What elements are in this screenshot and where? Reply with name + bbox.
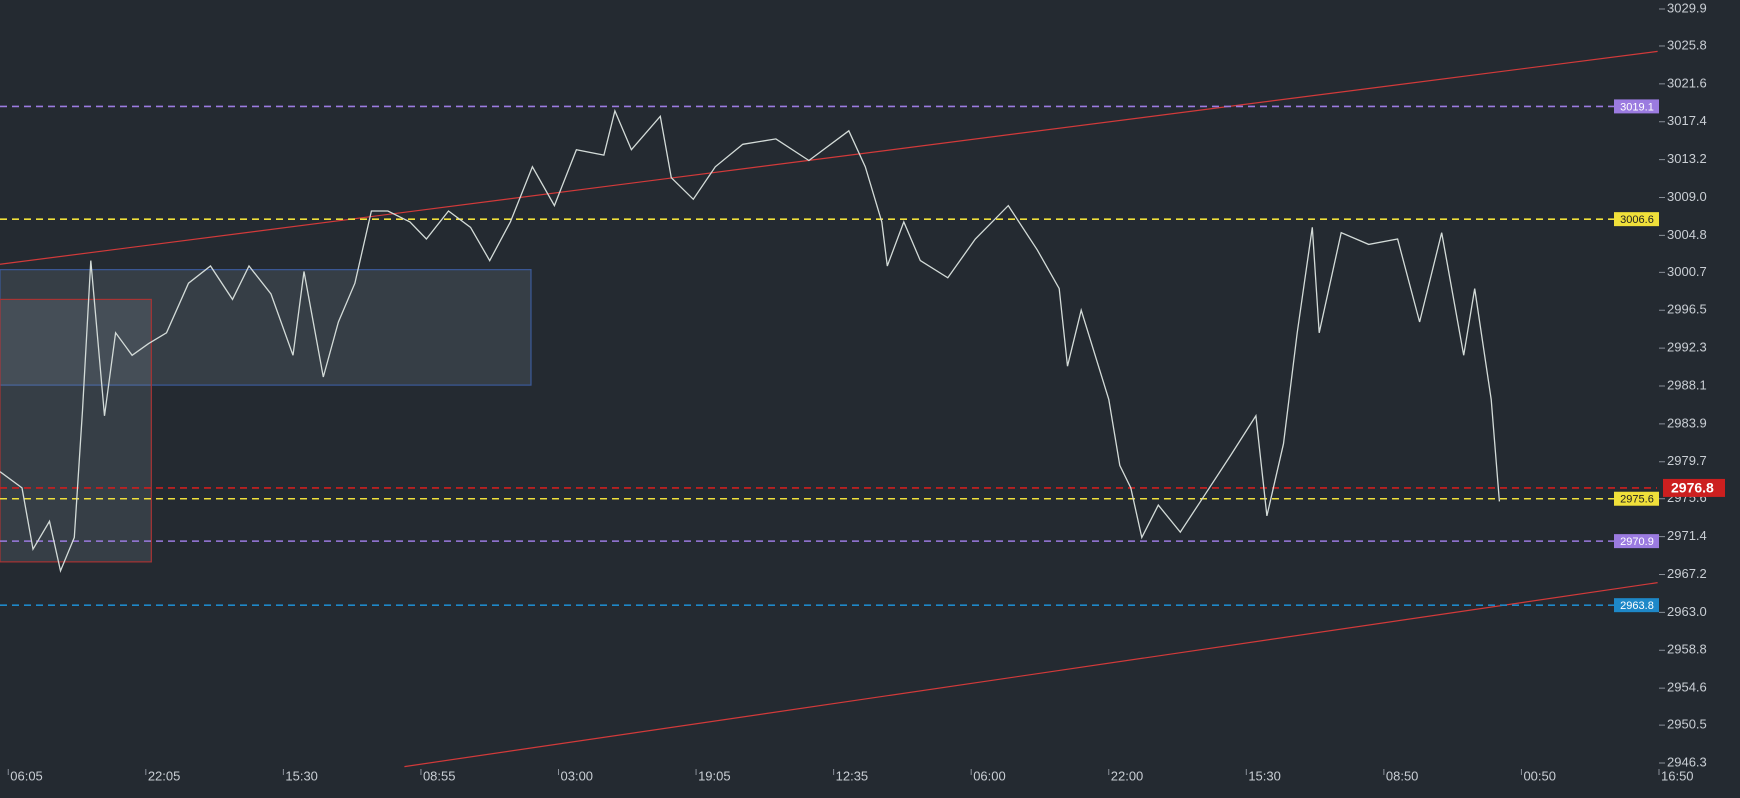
y-tick-label: 2971.4 [1667,528,1707,543]
y-tick-label: 3004.8 [1667,227,1707,242]
price-line [0,108,1501,574]
level-label: 2970.9 [1620,536,1654,548]
x-tick-label: 03:00 [561,768,594,783]
level-label: 2975.6 [1620,494,1654,506]
y-tick-label: 2979.7 [1667,453,1707,468]
y-tick-label: 2996.5 [1667,302,1707,317]
x-tick-label: 15:30 [285,768,318,783]
trend-line [404,582,1658,768]
level-label: 2963.8 [1620,600,1654,612]
y-tick-label: 3013.2 [1667,151,1707,166]
level-label: 3006.6 [1620,214,1654,226]
level-label-box [1614,491,1659,506]
y-tick-label: 3029.9 [1667,0,1707,15]
price-label: 2976.8 [1671,480,1714,496]
trend-line [0,50,1658,265]
y-tick-label: 2988.1 [1667,377,1707,392]
y-tick-label: 2963.0 [1667,604,1707,619]
level-label-box [1614,534,1659,549]
x-tick-label: 15:30 [1248,768,1281,783]
x-tick-label: 12:35 [836,768,869,783]
y-tick-label: 3000.7 [1667,264,1707,279]
y-tick-label: 2992.3 [1667,340,1707,355]
x-tick-label: 08:55 [423,768,456,783]
y-tick-label: 3017.4 [1667,113,1707,128]
level-label-box [1614,598,1659,613]
x-tick-label: 16:50 [1661,768,1694,783]
y-tick-label: 2950.5 [1667,717,1707,732]
y-tick-label: 3025.8 [1667,37,1707,52]
y-tick-label: 2983.9 [1667,415,1707,430]
level-label-box [1614,212,1659,227]
x-tick-label: 00:50 [1523,768,1556,783]
y-tick-label: 2954.6 [1667,680,1707,695]
level-label-box [1614,99,1659,114]
x-tick-label: 08:50 [1386,768,1419,783]
price-label-box [1663,478,1725,497]
level-label: 3019.1 [1620,101,1654,113]
y-tick-label: 3021.6 [1667,75,1707,90]
x-tick-label: 22:05 [148,768,181,783]
zone [0,269,532,386]
y-tick-label: 2967.2 [1667,566,1707,581]
y-tick-label: 2946.3 [1667,754,1707,769]
x-tick-label: 06:05 [10,768,43,783]
y-tick-label: 2958.8 [1667,642,1707,657]
x-tick-label: 22:00 [1111,768,1144,783]
y-tick-label: 3009.0 [1667,189,1707,204]
x-tick-label: 06:00 [973,768,1006,783]
x-tick-label: 19:05 [698,768,731,783]
